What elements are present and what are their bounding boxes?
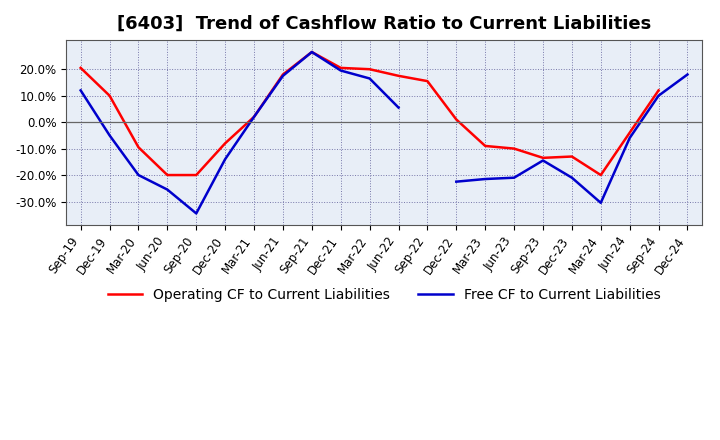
Operating CF to Current Liabilities — [192, 172, 201, 178]
Free CF to Current Liabilities — [336, 68, 345, 73]
Operating CF to Current Liabilities — [221, 141, 230, 146]
Operating CF to Current Liabilities — [654, 88, 663, 93]
Operating CF to Current Liabilities — [452, 117, 461, 122]
Free CF to Current Liabilities — [221, 157, 230, 162]
Operating CF to Current Liabilities — [134, 145, 143, 150]
Operating CF to Current Liabilities — [76, 65, 85, 70]
Operating CF to Current Liabilities — [336, 65, 345, 70]
Operating CF to Current Liabilities — [423, 78, 432, 84]
Operating CF to Current Liabilities — [567, 154, 576, 159]
Operating CF to Current Liabilities — [105, 93, 114, 98]
Free CF to Current Liabilities — [307, 49, 316, 55]
Free CF to Current Liabilities — [394, 105, 402, 110]
Operating CF to Current Liabilities — [394, 73, 402, 78]
Operating CF to Current Liabilities — [539, 155, 547, 161]
Operating CF to Current Liabilities — [307, 49, 316, 55]
Free CF to Current Liabilities — [279, 73, 287, 78]
Title: [6403]  Trend of Cashflow Ratio to Current Liabilities: [6403] Trend of Cashflow Ratio to Curren… — [117, 15, 651, 33]
Operating CF to Current Liabilities — [250, 114, 258, 120]
Free CF to Current Liabilities — [365, 76, 374, 81]
Free CF to Current Liabilities — [76, 88, 85, 93]
Line: Operating CF to Current Liabilities: Operating CF to Current Liabilities — [81, 52, 659, 175]
Operating CF to Current Liabilities — [596, 172, 605, 178]
Free CF to Current Liabilities — [192, 211, 201, 216]
Operating CF to Current Liabilities — [626, 130, 634, 136]
Operating CF to Current Liabilities — [365, 66, 374, 72]
Operating CF to Current Liabilities — [481, 143, 490, 149]
Operating CF to Current Liabilities — [279, 72, 287, 77]
Operating CF to Current Liabilities — [510, 146, 518, 151]
Free CF to Current Liabilities — [105, 133, 114, 138]
Free CF to Current Liabilities — [134, 172, 143, 178]
Free CF to Current Liabilities — [163, 187, 171, 192]
Free CF to Current Liabilities — [250, 114, 258, 120]
Legend: Operating CF to Current Liabilities, Free CF to Current Liabilities: Operating CF to Current Liabilities, Fre… — [102, 282, 666, 307]
Line: Free CF to Current Liabilities: Free CF to Current Liabilities — [81, 52, 398, 213]
Operating CF to Current Liabilities — [163, 172, 171, 178]
